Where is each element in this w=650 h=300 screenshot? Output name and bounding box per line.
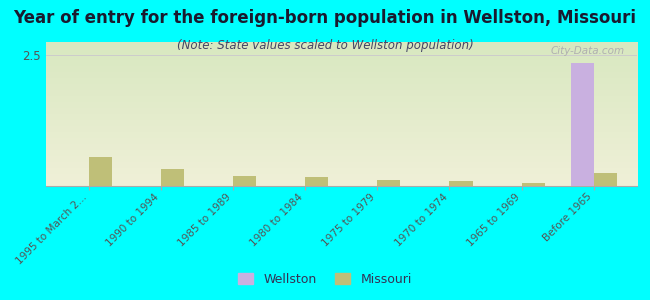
- Legend: Wellston, Missouri: Wellston, Missouri: [233, 268, 417, 291]
- Text: City-Data.com: City-Data.com: [551, 46, 625, 56]
- Bar: [306, 177, 328, 186]
- Bar: [161, 169, 184, 186]
- Bar: [233, 176, 256, 186]
- Bar: [593, 173, 617, 186]
- Bar: [377, 180, 400, 186]
- Bar: [571, 63, 593, 186]
- Bar: [521, 183, 545, 186]
- Bar: [449, 181, 473, 186]
- Bar: [89, 157, 112, 186]
- Text: (Note: State values scaled to Wellston population): (Note: State values scaled to Wellston p…: [177, 39, 473, 52]
- Text: Year of entry for the foreign-born population in Wellston, Missouri: Year of entry for the foreign-born popul…: [14, 9, 636, 27]
